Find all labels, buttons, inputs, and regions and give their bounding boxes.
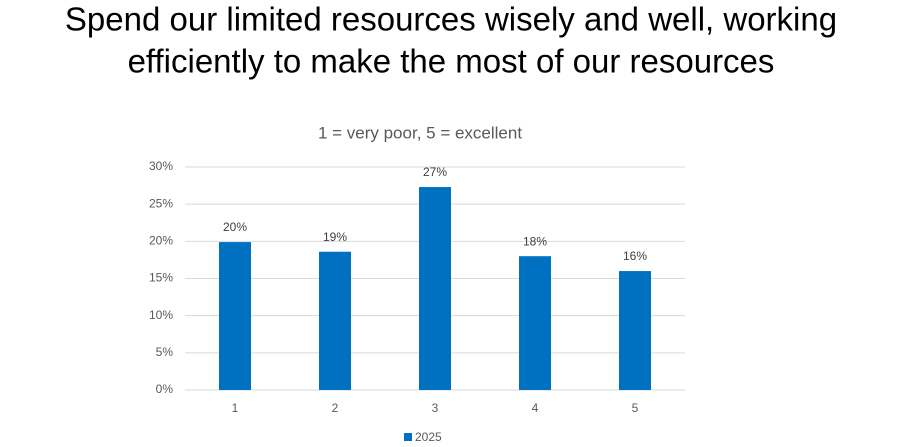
legend-label: 2025 [415,430,442,444]
chart-subtitle: 1 = very poor, 5 = excellent [318,123,522,142]
bar [319,251,351,390]
bar [519,256,551,390]
bar [219,242,251,390]
data-label: 20% [223,220,247,234]
chart-title: Spend our limited resources wisely and w… [65,1,837,38]
data-label: 16% [623,249,647,263]
y-tick-label: 0% [156,382,174,396]
data-label: 19% [323,230,347,244]
data-label: 18% [523,234,547,248]
bar [619,271,651,390]
y-tick-label: 15% [149,271,173,285]
data-label: 27% [423,165,447,179]
y-tick-label: 20% [149,234,173,248]
chart-title: efficiently to make the most of our reso… [128,43,775,80]
y-tick-label: 25% [149,196,173,210]
x-tick-label: 4 [532,401,539,415]
x-tick-label: 2 [332,401,339,415]
y-tick-label: 30% [149,159,173,173]
legend-swatch [404,433,412,441]
x-tick-label: 5 [632,401,639,415]
y-tick-label: 10% [149,308,173,322]
x-tick-label: 3 [432,401,439,415]
x-tick-label: 1 [232,401,239,415]
y-tick-label: 5% [156,345,174,359]
bar [419,187,451,390]
